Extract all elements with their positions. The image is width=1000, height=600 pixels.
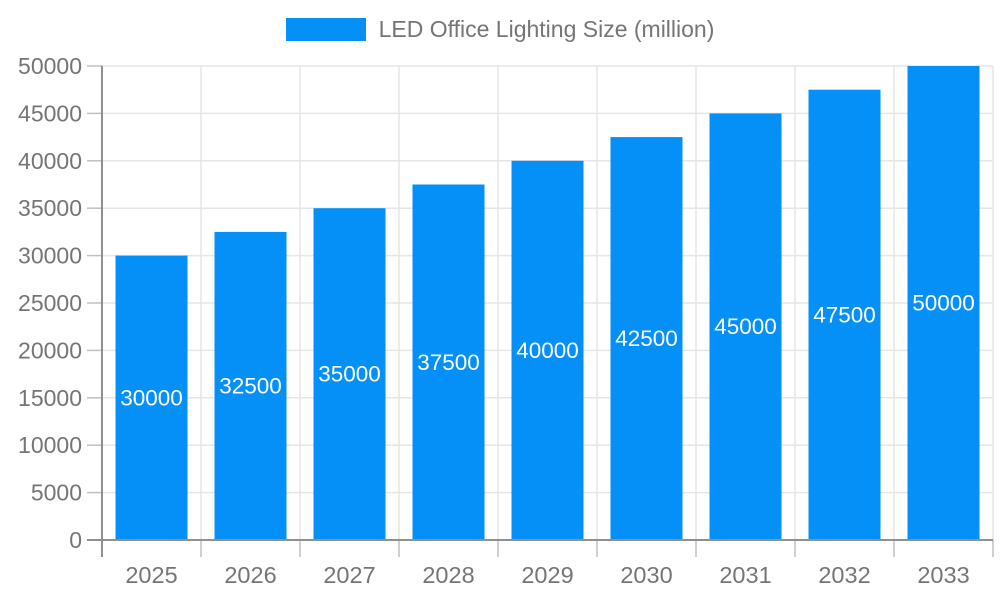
- y-tick-label: 50000: [18, 53, 82, 79]
- bar[interactable]: [907, 66, 980, 540]
- y-tick-label: 20000: [18, 337, 82, 363]
- x-tick-label: 2026: [224, 562, 276, 588]
- bar[interactable]: [808, 89, 881, 540]
- y-tick-label: 30000: [18, 243, 82, 269]
- x-tick-label: 2033: [917, 562, 969, 588]
- bar-value-label: 32500: [219, 373, 282, 398]
- bar-value-label: 47500: [813, 302, 876, 327]
- y-tick-label: 5000: [31, 480, 82, 506]
- bar-value-label: 40000: [516, 338, 579, 363]
- bar[interactable]: [115, 255, 188, 540]
- y-tick-label: 40000: [18, 148, 82, 174]
- y-tick-label: 10000: [18, 432, 82, 458]
- x-tick-label: 2028: [422, 562, 474, 588]
- bar-value-label: 50000: [912, 291, 975, 316]
- bar-value-label: 30000: [120, 385, 183, 410]
- bar-value-label: 42500: [615, 326, 678, 351]
- bar[interactable]: [610, 137, 683, 540]
- y-tick-label: 25000: [18, 290, 82, 316]
- bar-value-label: 35000: [318, 362, 381, 387]
- x-tick-label: 2032: [818, 562, 870, 588]
- y-tick-label: 35000: [18, 195, 82, 221]
- legend[interactable]: LED Office Lighting Size (million): [0, 18, 1000, 41]
- y-tick-label: 15000: [18, 385, 82, 411]
- legend-label: LED Office Lighting Size (million): [378, 16, 715, 42]
- bar-value-label: 37500: [417, 350, 480, 375]
- bar[interactable]: [709, 113, 782, 541]
- x-tick-label: 2029: [521, 562, 573, 588]
- x-tick-label: 2030: [620, 562, 672, 588]
- bar-value-label: 45000: [714, 314, 777, 339]
- bar[interactable]: [511, 160, 584, 541]
- y-tick-label: 0: [69, 527, 82, 553]
- bar[interactable]: [214, 231, 287, 540]
- x-tick-label: 2031: [719, 562, 771, 588]
- x-tick-label: 2025: [125, 562, 177, 588]
- legend-swatch[interactable]: [285, 18, 366, 41]
- x-tick-label: 2027: [323, 562, 375, 588]
- bar[interactable]: [412, 184, 485, 541]
- y-tick-label: 45000: [18, 100, 82, 126]
- bar[interactable]: [313, 208, 386, 540]
